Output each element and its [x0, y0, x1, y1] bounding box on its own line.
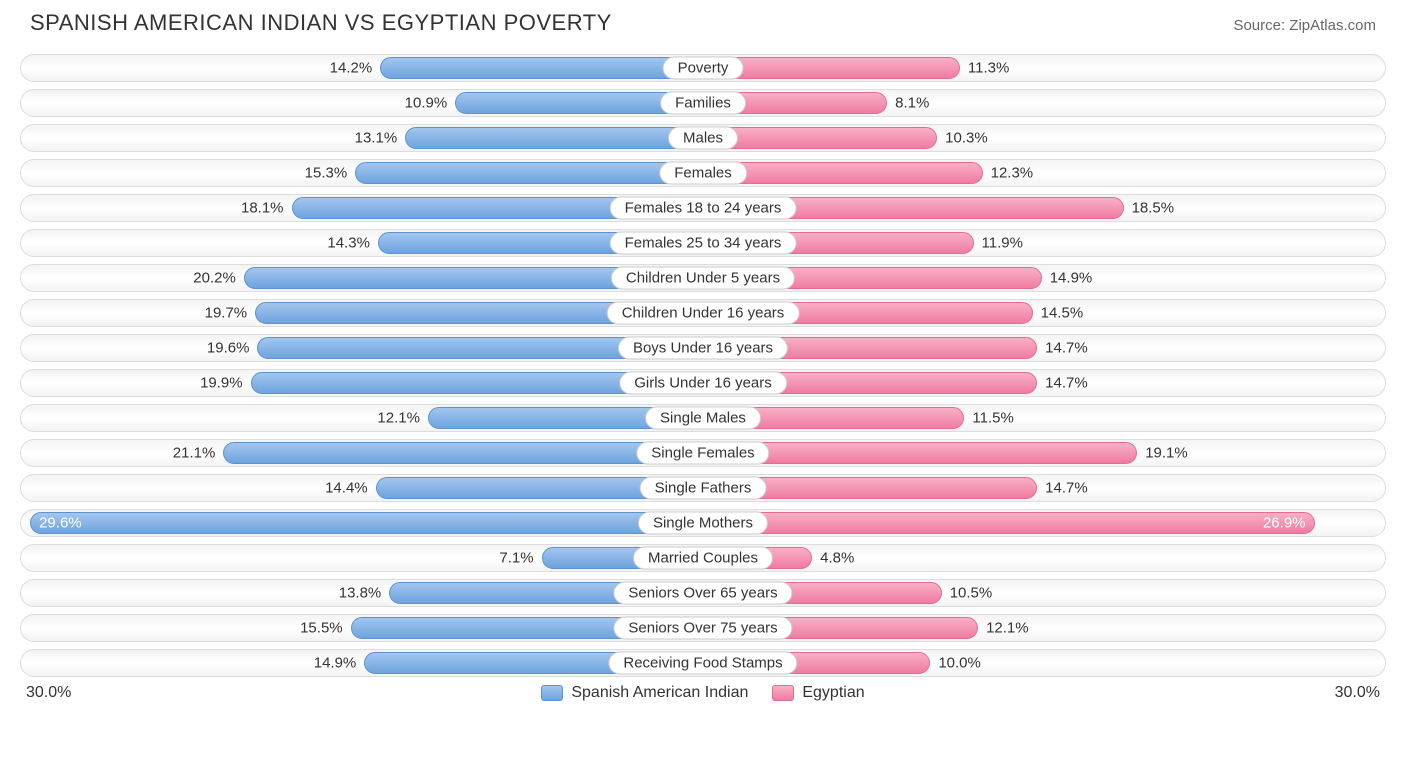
chart-row: 14.9% 10.0% Receiving Food Stamps	[20, 649, 1386, 677]
category-label: Children Under 16 years	[607, 302, 800, 325]
category-label: Single Mothers	[638, 512, 768, 535]
value-left: 14.9%	[314, 655, 357, 672]
value-right: 14.7%	[1045, 375, 1088, 392]
value-right: 26.9%	[1263, 515, 1306, 532]
value-right: 14.5%	[1041, 305, 1084, 322]
category-label: Families	[660, 92, 746, 115]
value-right: 11.3%	[968, 60, 1009, 77]
category-label: Seniors Over 65 years	[613, 582, 792, 605]
category-label: Single Males	[645, 407, 761, 430]
bar-left: 29.6%	[30, 512, 703, 534]
chart-row: 14.4% 14.7% Single Fathers	[20, 474, 1386, 502]
axis-max-left: 30.0%	[26, 684, 71, 702]
category-label: Boys Under 16 years	[618, 337, 788, 360]
axis-max-right: 30.0%	[1335, 684, 1380, 702]
category-label: Receiving Food Stamps	[608, 652, 797, 675]
value-left: 14.2%	[330, 60, 373, 77]
value-right: 14.7%	[1045, 340, 1088, 357]
value-left: 14.3%	[327, 235, 370, 252]
value-right: 11.5%	[972, 410, 1013, 427]
value-left: 19.7%	[205, 305, 248, 322]
category-label: Males	[668, 127, 738, 150]
legend-swatch-pink	[772, 685, 794, 701]
legend: Spanish American Indian Egyptian	[541, 684, 864, 702]
value-left: 14.4%	[325, 480, 368, 497]
chart-source: Source: ZipAtlas.com	[1233, 17, 1376, 34]
chart-row: 10.9% 8.1% Families	[20, 89, 1386, 117]
value-left: 13.8%	[339, 585, 382, 602]
legend-label-left: Spanish American Indian	[571, 684, 748, 702]
chart-row: 7.1% 4.8% Married Couples	[20, 544, 1386, 572]
value-right: 4.8%	[820, 550, 854, 567]
chart-row: 21.1% 19.1% Single Females	[20, 439, 1386, 467]
value-left: 18.1%	[241, 200, 284, 217]
chart-row: 12.1% 11.5% Single Males	[20, 404, 1386, 432]
chart-title: SPANISH AMERICAN INDIAN VS EGYPTIAN POVE…	[30, 10, 612, 36]
value-left: 29.6%	[39, 515, 82, 532]
value-left: 12.1%	[377, 410, 420, 427]
legend-item-left: Spanish American Indian	[541, 684, 748, 702]
value-left: 21.1%	[173, 445, 216, 462]
chart-row: 14.2% 11.3% Poverty	[20, 54, 1386, 82]
value-right: 11.9%	[982, 235, 1023, 252]
value-left: 7.1%	[499, 550, 533, 567]
bar-left	[223, 442, 703, 464]
value-left: 15.5%	[300, 620, 343, 637]
category-label: Married Couples	[633, 547, 773, 570]
category-label: Seniors Over 75 years	[613, 617, 792, 640]
chart-footer: 30.0% Spanish American Indian Egyptian 3…	[20, 684, 1386, 702]
value-left: 19.6%	[207, 340, 250, 357]
legend-item-right: Egyptian	[772, 684, 864, 702]
chart-row: 20.2% 14.9% Children Under 5 years	[20, 264, 1386, 292]
chart-row: 13.8% 10.5% Seniors Over 65 years	[20, 579, 1386, 607]
category-label: Females 18 to 24 years	[610, 197, 797, 220]
category-label: Females 25 to 34 years	[610, 232, 797, 255]
value-right: 10.5%	[950, 585, 993, 602]
chart-row: 19.9% 14.7% Girls Under 16 years	[20, 369, 1386, 397]
bar-left	[405, 127, 703, 149]
legend-swatch-blue	[541, 685, 563, 701]
diverging-bar-chart: 14.2%11.3%Poverty10.9%8.1%Families13.1%1…	[20, 54, 1386, 677]
category-label: Single Fathers	[640, 477, 767, 500]
value-right: 12.1%	[986, 620, 1029, 637]
value-right: 19.1%	[1145, 445, 1188, 462]
value-right: 12.3%	[991, 165, 1034, 182]
category-label: Children Under 5 years	[611, 267, 795, 290]
category-label: Single Females	[636, 442, 769, 465]
legend-label-right: Egyptian	[802, 684, 864, 702]
bar-left	[380, 57, 703, 79]
bar-left	[355, 162, 703, 184]
chart-row: 29.6% 26.9% Single Mothers	[20, 509, 1386, 537]
chart-row: 18.1% 18.5% Females 18 to 24 years	[20, 194, 1386, 222]
category-label: Females	[659, 162, 747, 185]
chart-header: SPANISH AMERICAN INDIAN VS EGYPTIAN POVE…	[20, 10, 1386, 36]
value-right: 14.7%	[1045, 480, 1088, 497]
value-right: 18.5%	[1132, 200, 1175, 217]
bar-right: 26.9%	[703, 512, 1315, 534]
value-left: 15.3%	[305, 165, 348, 182]
value-right: 10.3%	[945, 130, 988, 147]
category-label: Poverty	[663, 57, 744, 80]
chart-row: 15.3% 12.3% Females	[20, 159, 1386, 187]
chart-row: 15.5% 12.1% Seniors Over 75 years	[20, 614, 1386, 642]
chart-row: 14.3% 11.9% Females 25 to 34 years	[20, 229, 1386, 257]
value-left: 19.9%	[200, 375, 243, 392]
value-left: 10.9%	[405, 95, 448, 112]
chart-row: 13.1% 10.3% Males	[20, 124, 1386, 152]
value-right: 8.1%	[895, 95, 929, 112]
value-left: 20.2%	[193, 270, 236, 287]
value-right: 10.0%	[938, 655, 981, 672]
chart-row: 19.7% 14.5% Children Under 16 years	[20, 299, 1386, 327]
category-label: Girls Under 16 years	[619, 372, 787, 395]
value-right: 14.9%	[1050, 270, 1093, 287]
value-left: 13.1%	[355, 130, 398, 147]
bar-right	[703, 127, 937, 149]
chart-row: 19.6% 14.7% Boys Under 16 years	[20, 334, 1386, 362]
